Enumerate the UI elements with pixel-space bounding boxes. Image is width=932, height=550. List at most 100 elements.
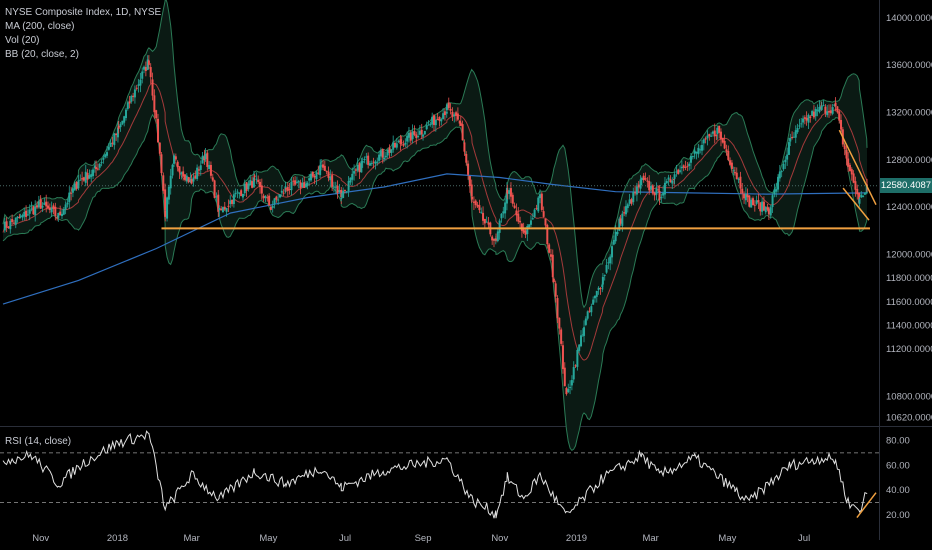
candle-body — [605, 264, 608, 273]
candle-body — [124, 109, 127, 119]
candle-body — [409, 132, 412, 141]
candle-body — [81, 178, 84, 180]
candle-body — [197, 169, 200, 171]
candle-body — [79, 179, 82, 181]
candle-body — [238, 192, 241, 194]
candle-body — [93, 165, 96, 169]
candle-body — [818, 106, 821, 113]
candle-body — [744, 193, 747, 201]
candle-body — [264, 196, 267, 199]
candle-body — [824, 106, 827, 114]
candle-body — [381, 149, 384, 158]
candle-body — [183, 174, 186, 180]
candle-body — [471, 196, 474, 200]
candle-body — [360, 161, 363, 173]
candle-body — [858, 199, 861, 204]
candle-body — [116, 127, 119, 138]
legend-bb: BB (20, close, 2) — [5, 49, 79, 60]
candle-body — [524, 230, 527, 235]
candle-body — [189, 179, 192, 183]
candle-body — [218, 208, 221, 211]
price-axis-label: 12000.0000 — [886, 249, 932, 260]
candle-body — [619, 218, 622, 224]
candle-body — [394, 142, 397, 148]
candle-body — [92, 169, 95, 177]
candle-body — [777, 176, 780, 190]
candle-body — [634, 192, 637, 194]
candle-body — [704, 138, 707, 140]
candle-body — [52, 205, 55, 209]
candle-body — [153, 95, 156, 113]
candle-body — [626, 204, 629, 209]
candle-body — [520, 223, 523, 231]
price-axis-label: 10800.0000 — [886, 391, 932, 402]
candle-body — [574, 365, 577, 367]
candle-body — [677, 169, 680, 175]
candle-body — [174, 156, 177, 160]
price-axis-label: 14000.0000 — [886, 13, 932, 24]
rsi-axis-label: 40.00 — [886, 485, 910, 496]
candle-body — [203, 156, 206, 161]
candle-body — [139, 79, 142, 86]
candle-body — [761, 201, 764, 212]
candle-body — [368, 163, 371, 166]
candle-body — [710, 135, 713, 137]
candle-body — [217, 194, 220, 212]
legend-ma: MA (200, close) — [5, 21, 75, 32]
candle-body — [580, 335, 583, 347]
candle-body — [826, 111, 829, 116]
candle-body — [455, 112, 458, 116]
legend-vol: Vol (20) — [5, 35, 40, 46]
candle-body — [388, 147, 391, 153]
candle-body — [561, 345, 564, 370]
candle-body — [467, 163, 470, 175]
candle-body — [39, 199, 42, 209]
trend-line-lower — [842, 187, 870, 221]
candle-body — [719, 131, 722, 140]
candle-body — [449, 108, 452, 111]
candle-body — [796, 128, 799, 133]
time-axis-label: 2019 — [566, 533, 587, 544]
candle-body — [374, 161, 377, 164]
candle-body — [773, 189, 776, 195]
candle-body — [363, 159, 366, 161]
candle-body — [836, 106, 839, 113]
candle-body — [45, 201, 48, 207]
candle-body — [775, 189, 778, 192]
candle-body — [351, 173, 354, 180]
candle-body — [278, 194, 281, 198]
candle-body — [494, 239, 497, 241]
candle-body — [618, 218, 621, 231]
candle-body — [737, 178, 740, 180]
candle-body — [64, 204, 67, 210]
candle-body — [73, 183, 76, 191]
candle-body — [249, 180, 252, 186]
rsi-label: RSI (14, close) — [5, 436, 72, 447]
candle-body — [639, 179, 642, 189]
candle-body — [782, 163, 785, 170]
candle-body — [713, 130, 716, 137]
candle-body — [533, 209, 536, 217]
candle-body — [822, 105, 825, 107]
candle-body — [528, 224, 531, 228]
rsi-axis-label: 80.00 — [886, 435, 910, 446]
candle-body — [402, 144, 405, 146]
candle-body — [820, 105, 823, 110]
candle-body — [292, 180, 295, 182]
candle-body — [343, 189, 346, 191]
candle-body — [816, 109, 819, 111]
price-axis-label: 11800.0000 — [886, 273, 932, 284]
candle-body — [708, 133, 711, 137]
candle-body — [356, 164, 359, 171]
candle-body — [567, 389, 570, 393]
candle-body — [511, 194, 514, 204]
candle-body — [691, 156, 694, 158]
candle-body — [221, 207, 224, 213]
candle-body — [544, 218, 547, 226]
candle-body — [669, 179, 672, 183]
candle-body — [117, 125, 120, 129]
candle-body — [406, 135, 409, 142]
candle-body — [660, 197, 663, 199]
candle-body — [537, 197, 540, 212]
